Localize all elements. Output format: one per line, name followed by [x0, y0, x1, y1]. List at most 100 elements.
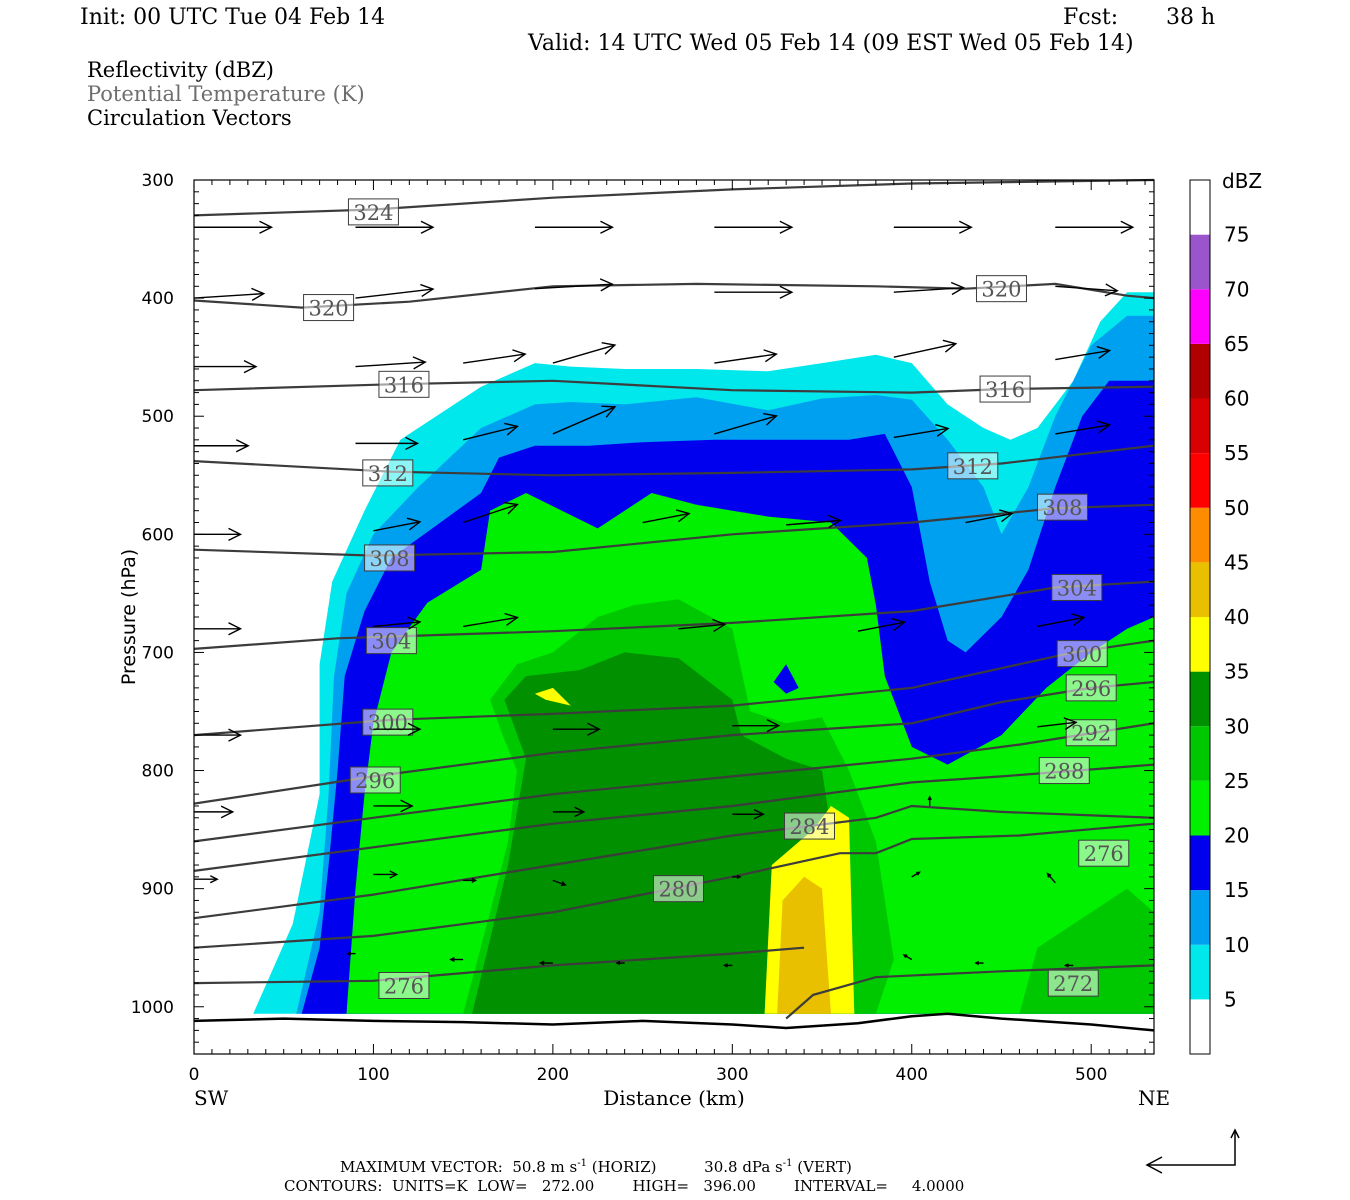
max-vector-info: MAXIMUM VECTOR: 50.8 m s-1 (HORIZ) 30.8 …	[340, 1158, 852, 1176]
vector-head	[601, 405, 617, 418]
vector-head	[1063, 717, 1078, 731]
y-tick-label: 600	[142, 525, 174, 545]
x-tick-label: 200	[537, 1065, 569, 1085]
vector-head	[407, 722, 422, 736]
reference-vector-icon	[1145, 1128, 1240, 1174]
colorbar-level-label: 75	[1224, 223, 1249, 247]
vector-shaft	[355, 361, 426, 368]
x-axis-label: Distance (km)	[603, 1086, 745, 1110]
theta-label-312: 312	[362, 459, 414, 487]
vector-shaft	[1055, 349, 1110, 361]
circulation-vector	[462, 501, 519, 524]
colorbar-level-label: 35	[1224, 660, 1249, 684]
circulation-vector	[893, 220, 973, 234]
theta-line-292	[193, 722, 1155, 843]
y-tick-label: 500	[142, 407, 174, 427]
vector-shaft	[1055, 424, 1110, 435]
circulation-vector	[194, 220, 274, 234]
y-tick-label: 700	[142, 643, 174, 663]
vector-head	[1070, 613, 1086, 627]
circulation-vector	[346, 951, 356, 956]
theta-label-text: 276	[384, 974, 424, 998]
colorbar-segment	[1190, 890, 1210, 945]
circulation-vector	[1037, 717, 1078, 731]
circulation-vector	[965, 509, 1014, 524]
vector-shaft	[462, 425, 518, 441]
theta-label-text: 308	[370, 547, 410, 571]
circulation-vector	[463, 349, 527, 364]
x-end-label-right: NE	[1138, 1086, 1170, 1110]
circulation-vector	[714, 349, 778, 364]
colorbar-level-label: 50	[1224, 496, 1249, 520]
vector-head	[504, 612, 519, 626]
vector-head	[228, 527, 243, 541]
vector-head	[504, 422, 519, 436]
circulation-vector	[534, 220, 614, 234]
theta-line-324	[193, 178, 1155, 217]
theta-label-276: 276	[1078, 839, 1130, 867]
vector-head	[1096, 420, 1112, 434]
colorbar-level-label: 10	[1224, 933, 1249, 957]
vector-head	[512, 349, 527, 363]
circulation-vector	[723, 963, 733, 968]
theta-label-text: 304	[1057, 576, 1097, 600]
colorbar-level-label: 45	[1224, 550, 1249, 574]
circulation-vector	[355, 356, 427, 370]
colorbar-segment	[1190, 234, 1210, 290]
vector-head	[599, 278, 614, 292]
theta-label-box	[1038, 757, 1090, 785]
theta-label-text: 296	[355, 769, 395, 793]
vector-head	[449, 957, 455, 962]
colorbar-segment	[1190, 617, 1210, 672]
vector-head	[209, 875, 219, 884]
vector-head	[779, 220, 794, 234]
vector-head	[942, 339, 958, 353]
circulation-vector	[373, 616, 422, 630]
vector-head	[420, 220, 435, 234]
theta-label-box	[1047, 969, 1099, 997]
theta-label-box	[365, 627, 417, 655]
vector-head	[1104, 283, 1119, 297]
terrain-layer	[193, 1012, 1155, 1054]
vector-head	[587, 722, 601, 736]
dbz-region-15	[773, 664, 799, 694]
theta-label-304: 304	[365, 627, 417, 655]
theta-label-text: 304	[371, 630, 411, 654]
vector-shaft	[463, 616, 518, 628]
theta-label-296: 296	[349, 766, 401, 794]
field-circulation-vectors: Circulation Vectors	[87, 106, 292, 130]
colorbar-level-label: 5	[1224, 987, 1237, 1011]
y-tick-label: 300	[142, 171, 174, 191]
theta-label-320: 320	[975, 275, 1027, 303]
circulation-vector	[552, 722, 601, 736]
field-reflectivity: Reflectivity (dBZ)	[87, 58, 275, 82]
circulation-vector	[902, 954, 913, 961]
circulation-vector	[893, 423, 950, 439]
vector-head	[891, 617, 906, 631]
dbz-region-30	[472, 652, 840, 1014]
vector-head	[235, 439, 250, 453]
y-tick-label: 900	[142, 880, 174, 900]
vector-head	[346, 951, 352, 956]
colorbar-segment	[1190, 726, 1210, 781]
theta-line-280	[193, 852, 876, 949]
vector-head	[763, 349, 778, 363]
circulation-vector	[194, 359, 258, 374]
colorbar-level-label: 70	[1224, 277, 1249, 301]
contour-info: CONTOURS: UNITS=K LOW= 272.00 HIGH= 396.…	[284, 1177, 965, 1195]
theta-label-box	[362, 459, 414, 487]
theta-label-text: 312	[368, 462, 408, 486]
circulation-vector	[194, 875, 219, 884]
vector-shaft	[893, 342, 956, 358]
circulation-vector	[732, 808, 765, 820]
vector-head	[538, 960, 545, 966]
vector-shaft	[893, 427, 949, 439]
theta-label-box	[947, 452, 999, 480]
y-axis-label: Pressure (hPa)	[118, 549, 140, 685]
vector-shaft	[462, 503, 518, 524]
valid-time: Valid: 14 UTC Wed 05 Feb 14 (09 EST Wed …	[528, 31, 1134, 56]
vector-head	[766, 719, 781, 733]
theta-label-box	[378, 971, 430, 999]
terrain-fill	[194, 1013, 1154, 1054]
vector-head	[407, 616, 422, 630]
